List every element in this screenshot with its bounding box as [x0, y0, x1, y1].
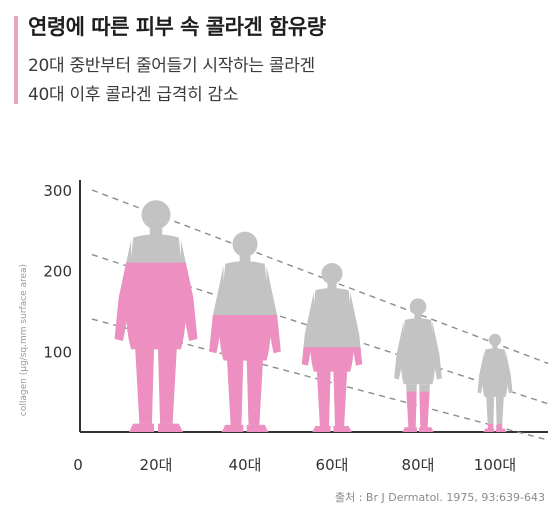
chart-axes	[79, 180, 548, 433]
x-tick-label: 40대	[229, 456, 262, 474]
figures-layer	[114, 200, 513, 432]
subtitle-line-1: 20대 중반부터 줄어들기 시작하는 콜라겐	[28, 56, 315, 76]
page-title: 연령에 따른 피부 속 콜라겐 함유량	[28, 15, 326, 39]
x-tick-label: 20대	[140, 456, 173, 474]
x-tick-label: 80대	[402, 456, 435, 474]
accent-bar	[14, 16, 18, 104]
figure-80대	[394, 298, 442, 432]
y-tick-label: 300	[43, 182, 72, 200]
x-tick-label: 60대	[316, 456, 349, 474]
x-tick-label: 100대	[474, 456, 516, 474]
subtitle-line-2: 40대 이후 콜라겐 급격히 감소	[28, 85, 239, 105]
label-layer: 300 200 100 collagen (μg/sq.mm surface area…	[19, 182, 516, 474]
source-citation: 출처 : Br J Dermatol. 1975, 93:639-643	[334, 491, 545, 504]
y-tick-label: 200	[43, 263, 72, 281]
silhouette-gray	[394, 298, 442, 432]
y-axis-label: collagen (μg/sq.mm surface area)	[19, 264, 29, 416]
x-origin-label: 0	[73, 456, 83, 474]
y-tick-label: 100	[43, 343, 72, 361]
